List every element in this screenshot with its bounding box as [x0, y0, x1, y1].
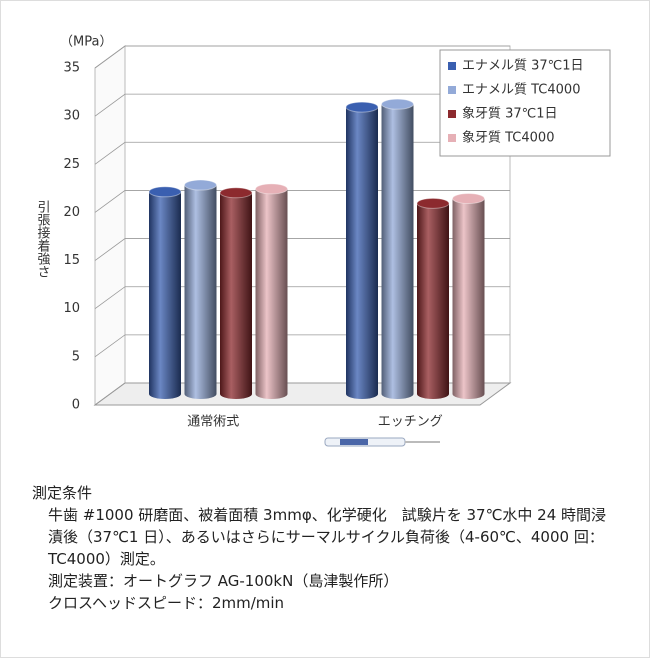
legend-swatch: [448, 86, 456, 94]
grid-line: [94, 45, 510, 69]
y-tick-label: 25: [63, 157, 80, 172]
legend-swatch: [448, 62, 456, 70]
x-tick-label: 通常術式: [187, 415, 239, 430]
bar: [452, 193, 485, 399]
syringe: [324, 437, 440, 447]
y-tick-label: 0: [72, 398, 80, 413]
bar: [416, 197, 450, 399]
y-tick-label: 35: [63, 61, 80, 76]
bar: [381, 98, 414, 399]
y-tick-label: 15: [63, 253, 80, 268]
y-tick-label: 10: [63, 301, 80, 316]
legend-swatch: [448, 110, 456, 118]
y-tick-label: 5: [72, 349, 80, 364]
legend-label: エナメル質 37℃1日: [462, 59, 584, 74]
notes: 測定条件 牛歯 #1000 研磨面、被着面積 3mmφ、化学硬化 試験片を 37…: [32, 482, 617, 614]
notes-line: クロスヘッドスピード：2mm/min: [48, 594, 285, 612]
notes-title: 測定条件: [32, 484, 93, 502]
notes-line: 測定装置：オートグラフ AG-100kN（島津製作所）: [48, 572, 399, 590]
bar: [148, 186, 182, 399]
legend-label: 象牙質 TC4000: [462, 131, 554, 146]
bar: [345, 101, 379, 399]
y-tick-label: 20: [63, 205, 80, 220]
legend-swatch: [448, 134, 456, 142]
side-wall: [94, 45, 126, 406]
bar: [219, 187, 253, 399]
y-tick-label: 30: [63, 109, 80, 124]
notes-line: 牛歯 #1000 研磨面、被着面積 3mmφ、化学硬化 試験片を 37℃水中 2…: [48, 506, 607, 568]
bar: [255, 183, 288, 399]
bar: [184, 179, 217, 399]
chart: （MPa） 引張接着強さ 0 5 10 15 20 25 30 35 通常術式 エッチング エナメル…: [35, 35, 611, 447]
legend-box: [439, 49, 611, 157]
x-tick-label: エッチング: [378, 415, 443, 430]
legend-label: 象牙質 37℃1日: [462, 107, 558, 122]
legend-label: エナメル質 TC4000: [462, 83, 580, 98]
grid-line: [94, 93, 510, 117]
y-unit: （MPa）: [60, 35, 112, 50]
y-axis-label: 引張接着強さ: [35, 200, 51, 278]
